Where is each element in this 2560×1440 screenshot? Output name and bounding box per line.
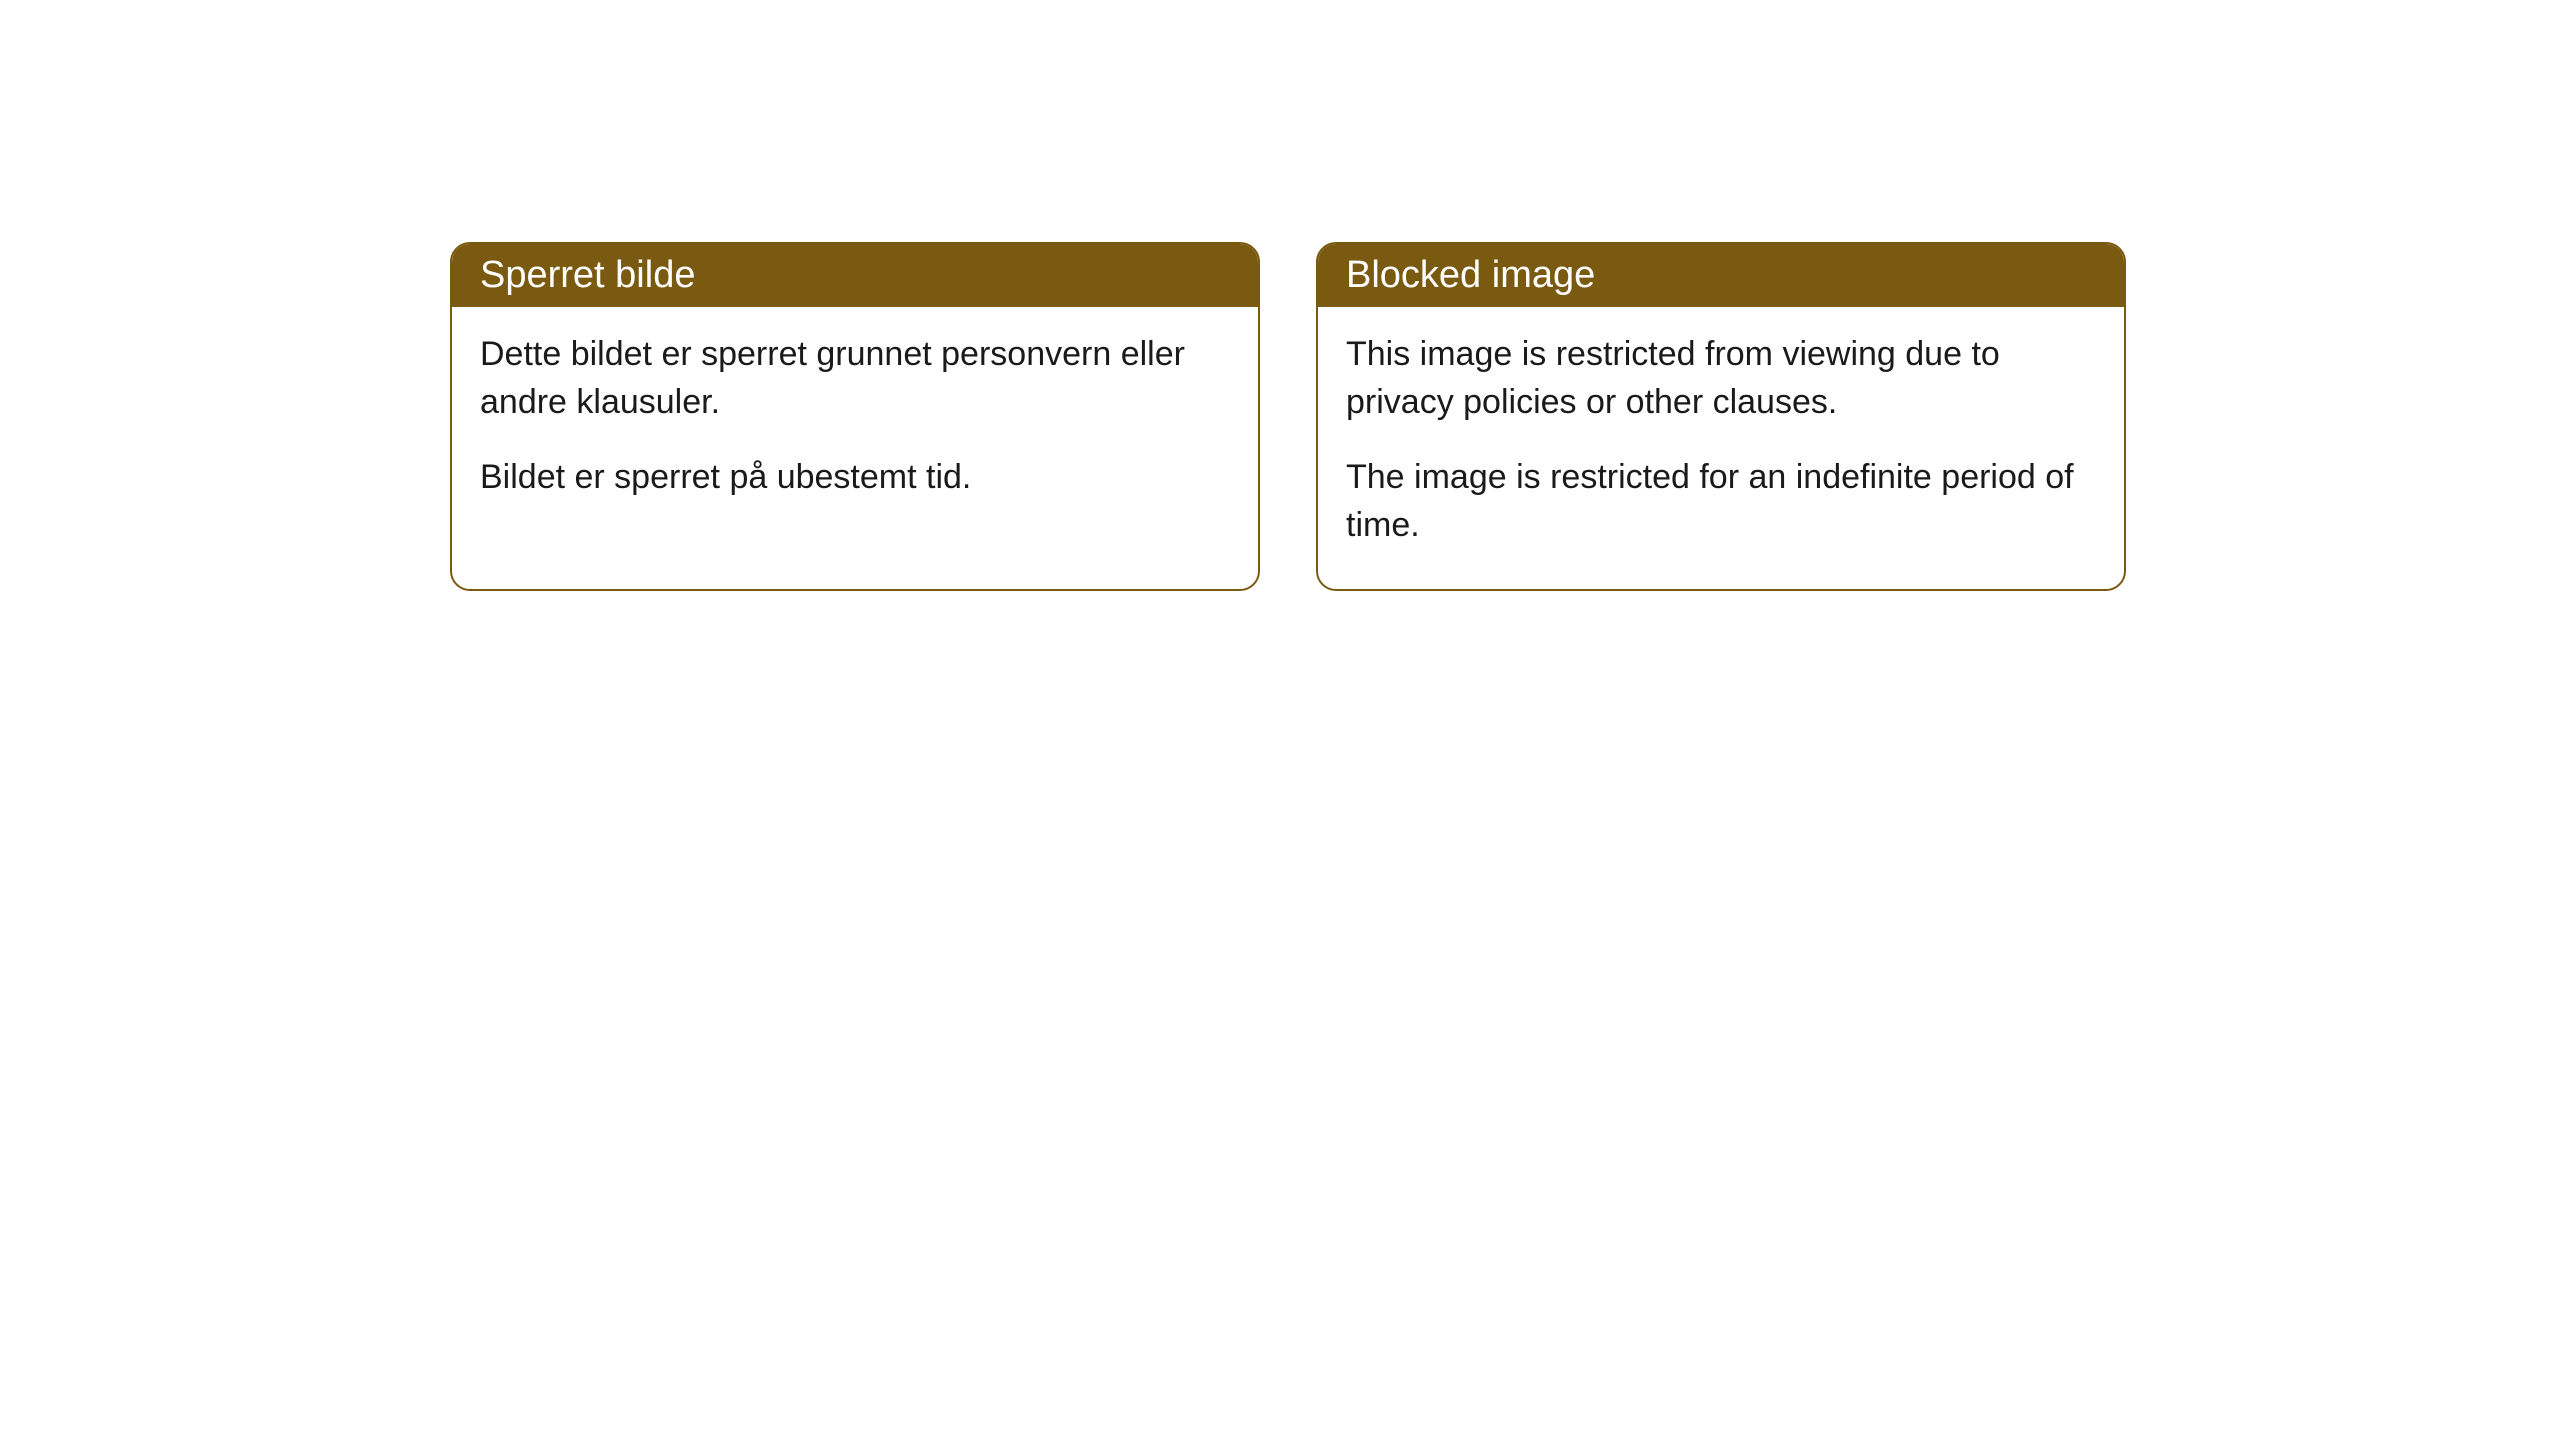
card-paragraph-2-english: The image is restricted for an indefinit… <box>1346 454 2096 549</box>
card-header-norwegian: Sperret bilde <box>452 244 1258 307</box>
card-header-english: Blocked image <box>1318 244 2124 307</box>
card-title-english: Blocked image <box>1346 254 1595 296</box>
card-paragraph-1-norwegian: Dette bildet er sperret grunnet personve… <box>480 331 1230 426</box>
card-paragraph-2-norwegian: Bildet er sperret på ubestemt tid. <box>480 454 1230 502</box>
card-title-norwegian: Sperret bilde <box>480 254 695 296</box>
card-norwegian: Sperret bilde Dette bildet er sperret gr… <box>450 242 1260 591</box>
card-english: Blocked image This image is restricted f… <box>1316 242 2126 591</box>
cards-container: Sperret bilde Dette bildet er sperret gr… <box>450 242 2126 591</box>
card-paragraph-1-english: This image is restricted from viewing du… <box>1346 331 2096 426</box>
card-body-english: This image is restricted from viewing du… <box>1318 307 2124 589</box>
card-body-norwegian: Dette bildet er sperret grunnet personve… <box>452 307 1258 542</box>
